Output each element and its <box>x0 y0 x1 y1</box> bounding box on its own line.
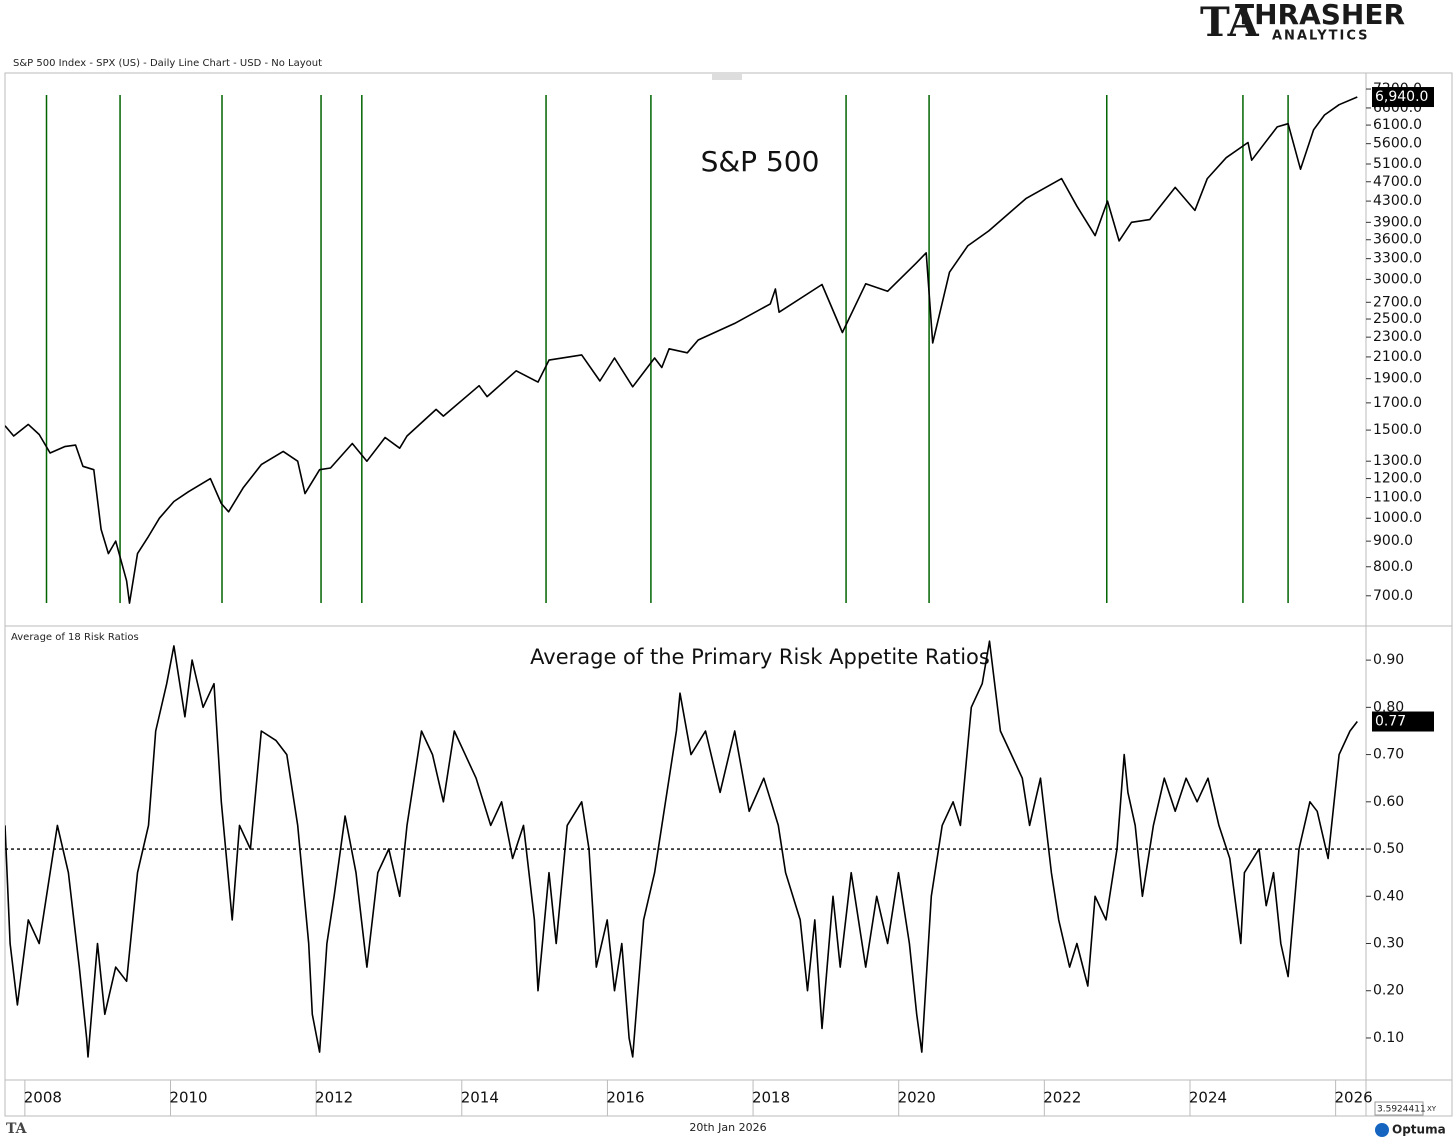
y-tick-label: 3000.0 <box>1373 271 1422 287</box>
handle[interactable] <box>712 74 742 80</box>
vendor: Optuma <box>1392 1123 1446 1137</box>
y-tick-label: 0.90 <box>1373 652 1404 668</box>
plot-area <box>5 95 1358 604</box>
frame <box>4 72 1453 1117</box>
y-tick-label: 0.20 <box>1373 983 1404 999</box>
y-tick-label: 0.70 <box>1373 747 1404 763</box>
y-tick-label: 2100.0 <box>1373 349 1422 365</box>
y-tick-label: 1900.0 <box>1373 371 1422 387</box>
logo-mark: TA <box>1200 0 1260 46</box>
cursor-mode[interactable]: XY <box>1427 1105 1437 1113</box>
y-tick-label: 1000.0 <box>1373 510 1422 526</box>
y-tick-label: 3300.0 <box>1373 251 1422 267</box>
y-tick-label: 1200.0 <box>1373 471 1422 487</box>
y-tick-label: 1500.0 <box>1373 422 1422 438</box>
y-tick-label: 5100.0 <box>1373 156 1422 172</box>
y-tick-label: 0.40 <box>1373 888 1404 904</box>
y-tick-label: 2300.0 <box>1373 329 1422 345</box>
footer-logo: TA <box>6 1121 28 1137</box>
last-value-label: 0.77 <box>1375 714 1406 730</box>
date: 20th Jan 2026 <box>689 1121 766 1134</box>
x-tick-label: 2022 <box>1043 1089 1081 1107</box>
vendor-icon <box>1375 1123 1389 1137</box>
cursor-value: 3.5924411 <box>1377 1105 1426 1115</box>
x-tick-label: 2018 <box>752 1089 790 1107</box>
cursor-box <box>1374 1101 1424 1116</box>
y-tick-label: 6100.0 <box>1373 117 1422 133</box>
x-tick-label: 2010 <box>169 1089 207 1107</box>
price-line <box>5 96 1358 604</box>
y-tick-label: 900.0 <box>1373 533 1413 549</box>
y-tick-label: 1700.0 <box>1373 395 1422 411</box>
y-tick-label: 0.30 <box>1373 936 1404 952</box>
y-tick-label: 1300.0 <box>1373 453 1422 469</box>
x-tick-label: 2014 <box>461 1089 499 1107</box>
last-value-box <box>1372 87 1434 108</box>
y-tick-label: 2500.0 <box>1373 311 1422 327</box>
y-tick-label: 5600.0 <box>1373 136 1422 152</box>
y-tick-label: 3600.0 <box>1373 232 1422 248</box>
y-tick-label: 800.0 <box>1373 559 1413 575</box>
x-tick-label: 2012 <box>315 1089 353 1107</box>
y-tick-label: 0.10 <box>1373 1030 1404 1046</box>
footer <box>0 1118 1456 1144</box>
y-tick-label: 0.60 <box>1373 794 1404 810</box>
chart-title: S&P 500 Index - SPX (US) - Daily Line Ch… <box>13 58 322 69</box>
annotation: S&P 500 <box>701 145 820 178</box>
x-tick-label: 2026 <box>1335 1089 1373 1107</box>
plot-area <box>5 640 1366 1058</box>
y-tick-label: 4300.0 <box>1373 193 1422 209</box>
x-tick-label: 2020 <box>898 1089 936 1107</box>
brand-sub: ANALYTICS <box>1272 29 1370 44</box>
last-value-box <box>1372 711 1434 732</box>
y-tick-label: 0.80 <box>1373 699 1404 715</box>
annotation: Average of the Primary Risk Appetite Rat… <box>530 645 990 669</box>
brand: THRASHER <box>1235 0 1405 31</box>
y-tick-label: 0.50 <box>1373 841 1404 857</box>
last-value-label: 6,940.0 <box>1375 89 1428 105</box>
y-tick-label: 2700.0 <box>1373 294 1422 310</box>
x-tick-label: 2024 <box>1189 1089 1227 1107</box>
y-tick-label: 700.0 <box>1373 588 1413 604</box>
panel-title: Average of 18 Risk Ratios <box>11 632 139 643</box>
y-tick-label: 3900.0 <box>1373 214 1422 230</box>
x-tick-label: 2008 <box>24 1089 62 1107</box>
price-line <box>5 640 1358 1058</box>
x-tick-label: 2016 <box>606 1089 644 1107</box>
y-tick-label: 1100.0 <box>1373 490 1422 506</box>
y-tick-label: 4700.0 <box>1373 174 1422 190</box>
